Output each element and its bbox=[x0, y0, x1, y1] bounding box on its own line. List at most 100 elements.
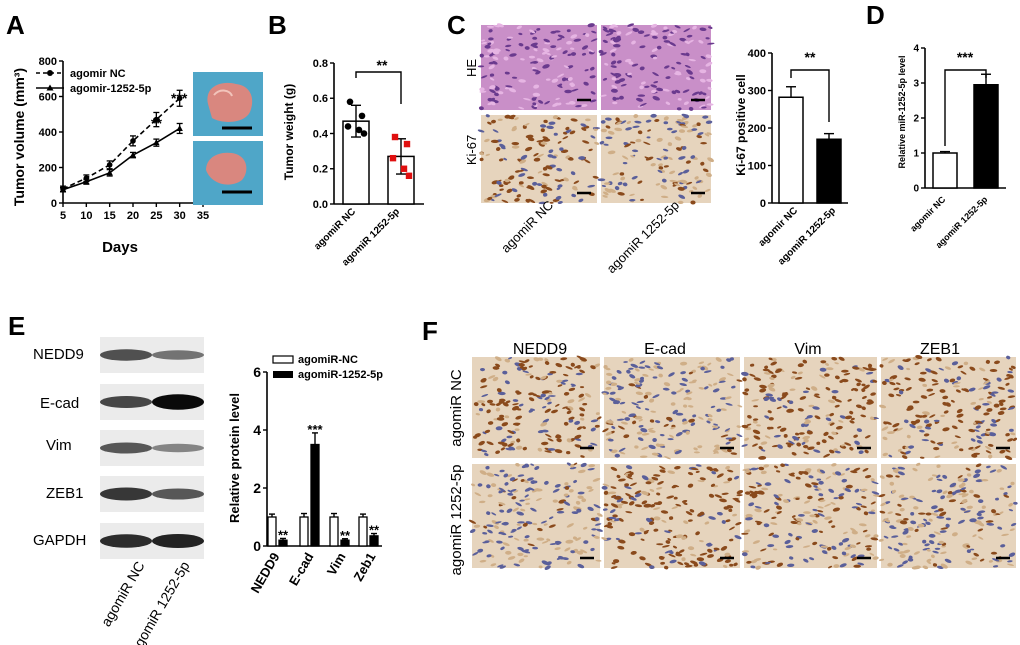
f-r0-c3-cell bbox=[931, 383, 939, 386]
f-r1-c2-cell bbox=[752, 540, 761, 544]
c-he-nc-cell bbox=[518, 32, 523, 36]
f-r1-c1-cell bbox=[729, 538, 734, 542]
f-r1-c3-cell bbox=[916, 462, 921, 466]
f-r1-c3-cell bbox=[928, 533, 936, 538]
c-ki67-agomir-cell bbox=[686, 181, 693, 185]
f-r1-c0-cell bbox=[524, 463, 530, 468]
c-he-nc-cell bbox=[509, 53, 517, 57]
c-he-agomir-cell bbox=[652, 96, 660, 101]
f-r1-c3-cell bbox=[940, 495, 945, 500]
f-r0-c2-cell bbox=[747, 415, 752, 419]
f-r1-c1-cell bbox=[657, 481, 664, 485]
f-r0-c1-cell bbox=[628, 357, 634, 362]
f-r1-c3-cell bbox=[965, 560, 973, 565]
f-r1-c1-cell bbox=[659, 465, 666, 470]
f-r0-c2-cell bbox=[825, 414, 830, 417]
f-r1-c0-cell bbox=[524, 494, 529, 498]
f-r0-c0-cell bbox=[495, 363, 501, 368]
f-r1-c1-cell bbox=[656, 487, 663, 490]
c-he-nc-cell bbox=[557, 34, 565, 39]
f-r0-c3-cell bbox=[986, 408, 993, 412]
f-r1-c3-cell bbox=[978, 499, 984, 504]
f-r0-c3-cell bbox=[933, 446, 940, 451]
f-r1-c2-cell bbox=[763, 464, 770, 468]
f-r1-c2-cell bbox=[873, 534, 879, 538]
f-r0-c3-cell bbox=[1007, 371, 1013, 374]
f-r1-c1-cell bbox=[675, 553, 683, 557]
f-r0-c0-cell bbox=[518, 360, 526, 364]
c-ki67-nc-cell bbox=[554, 179, 562, 182]
f-r0-c1-cell bbox=[690, 422, 696, 426]
e-xlabel-zeb1: Zeb1 bbox=[350, 550, 378, 584]
f-r1-c0-cell bbox=[479, 470, 487, 475]
f-r0-c3-cell bbox=[939, 389, 946, 393]
f-r1-c1-cell bbox=[673, 496, 678, 500]
f-r1-c1-cell bbox=[691, 467, 699, 471]
f-r0-c0-cell bbox=[480, 449, 488, 453]
f-r1-c2-cell bbox=[783, 499, 789, 504]
f-r0-c2-cell bbox=[753, 377, 762, 381]
f-r1-c2-cell bbox=[818, 480, 824, 485]
f-r1-c1-cell bbox=[695, 531, 700, 536]
f-r0-c2-cell bbox=[802, 359, 808, 364]
d-ylabel: Relative miR-1252-5p level bbox=[897, 55, 907, 168]
b-point bbox=[346, 98, 354, 106]
f-r0-c3-cell bbox=[1007, 389, 1015, 393]
c-he-agomir-cell bbox=[611, 52, 616, 57]
f-r1-c0-cell bbox=[537, 527, 543, 532]
c-ki67-nc-cell bbox=[585, 118, 591, 122]
b-y-tick-label: 0.8 bbox=[313, 58, 328, 70]
f-r1-c3-cell bbox=[891, 535, 899, 538]
f-r1-c1-cell bbox=[601, 537, 608, 541]
c-he-nc-cell bbox=[505, 49, 510, 52]
f-r0-c1-cell bbox=[659, 433, 665, 437]
f-r1-c2-cell bbox=[842, 538, 850, 543]
f-r1-c3-cell bbox=[917, 523, 925, 528]
f-r0-c1-cell bbox=[682, 420, 689, 425]
c-ki67-agomir-cell bbox=[637, 180, 643, 184]
c-he-nc-cell bbox=[543, 38, 550, 43]
c-ki67-nc-cell bbox=[570, 171, 576, 176]
c-ki67-agomir-cell bbox=[692, 186, 698, 190]
a-x-tick-label: 15 bbox=[104, 210, 116, 222]
c-ki67-nc-cell bbox=[537, 170, 543, 174]
f-r0-c2-cell bbox=[849, 446, 854, 451]
f-r0-c3-cell bbox=[889, 375, 898, 380]
f-r0-c1-cell bbox=[720, 408, 727, 411]
f-r1-c3-cell bbox=[934, 547, 941, 550]
f-r1-c0-cell bbox=[478, 500, 486, 504]
c-he-nc-cell bbox=[481, 75, 488, 79]
f-r0-c2-cell bbox=[794, 376, 803, 380]
f-r1-c1-cell bbox=[601, 485, 608, 490]
c-he-nc-cell bbox=[590, 91, 596, 95]
c-ki67-agomir-cell bbox=[666, 127, 673, 131]
f-r1-c3-cell bbox=[880, 502, 887, 507]
c-bar-1 bbox=[816, 138, 842, 204]
f-r0-c3-cell bbox=[1010, 432, 1016, 436]
f-r1-c3-cell bbox=[995, 497, 999, 501]
f-r0-c2-cell bbox=[811, 386, 818, 391]
c-he-agomir-cell bbox=[650, 23, 658, 28]
f-r0-c1-cell bbox=[611, 425, 616, 430]
f-r1-c0-cell bbox=[594, 517, 600, 521]
f-r0-c0-cell bbox=[575, 372, 583, 376]
c-ki67-nc-cell bbox=[518, 181, 524, 185]
c-he-nc-cell bbox=[536, 28, 541, 31]
f-r1-c2-cell bbox=[873, 494, 881, 497]
f-r0-c3-cell bbox=[970, 438, 976, 442]
f-r0-c1-cell bbox=[692, 379, 697, 383]
f-r1-c3-cell bbox=[882, 517, 889, 522]
f-r0-c3-cell bbox=[987, 443, 994, 447]
f-r0-c1-cell bbox=[697, 445, 703, 449]
c-he-agomir-cell bbox=[602, 77, 608, 81]
f-r0-c1-cell bbox=[693, 447, 698, 451]
f-r1-c2-cell bbox=[807, 495, 813, 500]
c-ki67-agomir-cell bbox=[646, 136, 651, 139]
c-he-nc-cell bbox=[567, 77, 573, 81]
f-r1-c1-cell bbox=[727, 477, 733, 482]
f-r0-c2-cell bbox=[827, 435, 834, 440]
c-he-agomir-cell bbox=[706, 78, 713, 82]
f-r0-c3-cell bbox=[888, 454, 893, 458]
f-r0-c2-cell bbox=[813, 395, 821, 399]
f-r1-c3-cell bbox=[966, 549, 971, 554]
